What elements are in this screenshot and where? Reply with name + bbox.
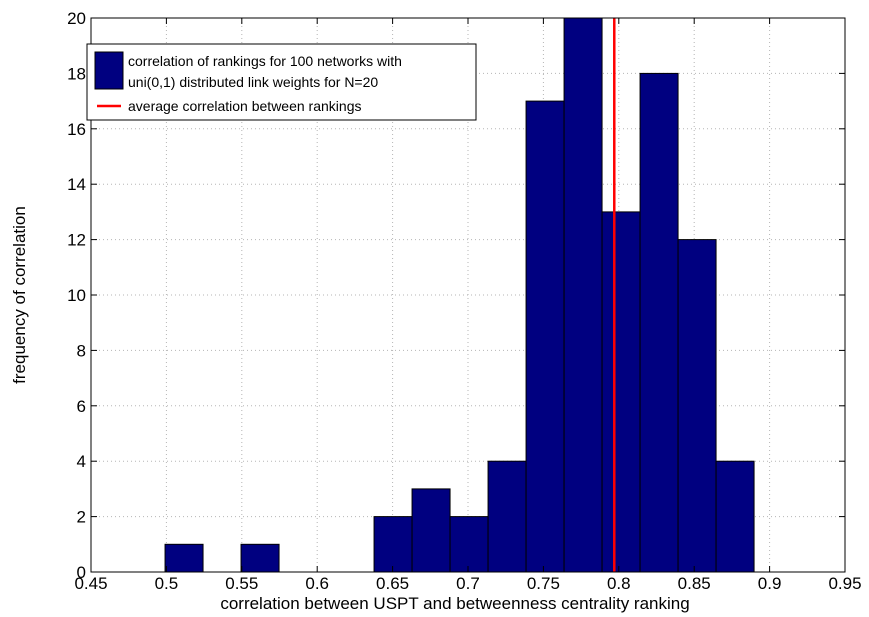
y-axis-label: frequency of correlation bbox=[10, 206, 29, 384]
histogram-bar bbox=[164, 543, 204, 573]
x-tick-label: 0.75 bbox=[527, 574, 560, 593]
legend-entry-histogram-line2: uni(0,1) distributed link weights for N=… bbox=[128, 74, 378, 90]
y-tick-label: 8 bbox=[77, 341, 86, 360]
x-tick-label: 0.45 bbox=[74, 574, 107, 593]
histogram-bar bbox=[411, 488, 451, 573]
x-tick-label: 0.55 bbox=[225, 574, 258, 593]
x-tick-label: 0.8 bbox=[607, 574, 631, 593]
x-tick-label: 0.7 bbox=[456, 574, 480, 593]
y-tick-label: 12 bbox=[67, 231, 86, 250]
y-tick-label: 16 bbox=[67, 120, 86, 139]
histogram-bar bbox=[525, 100, 565, 573]
x-tick-label: 0.65 bbox=[376, 574, 409, 593]
x-axis-label: correlation between USPT and betweenness… bbox=[220, 594, 689, 613]
legend-box bbox=[86, 43, 477, 121]
legend: correlation of rankings for 100 networks… bbox=[86, 43, 477, 121]
x-tick-label: 0.95 bbox=[828, 574, 861, 593]
histogram-bars bbox=[164, 17, 755, 573]
axis-ticks: 0.45 0.5 0.55 0.6 0.65 0.7 0.75 0.8 0.85 0.9 0.95 0… bbox=[67, 9, 861, 593]
y-tick-label: 20 bbox=[67, 9, 86, 28]
histogram-bar bbox=[677, 239, 717, 573]
y-tick-label: 14 bbox=[67, 175, 86, 194]
histogram-bar bbox=[487, 460, 527, 573]
histogram-bar bbox=[563, 17, 603, 573]
legend-swatch-histogram bbox=[94, 51, 124, 90]
y-tick-label: 18 bbox=[67, 64, 86, 83]
x-tick-label: 0.9 bbox=[758, 574, 782, 593]
histogram-bar bbox=[449, 516, 489, 573]
y-tick-label: 0 bbox=[77, 563, 86, 582]
histogram-bar bbox=[639, 72, 679, 573]
x-tick-label: 0.6 bbox=[305, 574, 329, 593]
y-tick-label: 6 bbox=[77, 397, 86, 416]
histogram-bar bbox=[601, 211, 641, 573]
y-tick-label: 4 bbox=[77, 452, 86, 471]
histogram-bar bbox=[373, 516, 413, 573]
y-tick-label: 2 bbox=[77, 508, 86, 527]
histogram-bar bbox=[715, 460, 755, 573]
x-tick-label: 0.85 bbox=[678, 574, 711, 593]
y-tick-label: 10 bbox=[67, 286, 86, 305]
legend-entry-histogram-line1: correlation of rankings for 100 networks… bbox=[128, 53, 402, 69]
x-tick-label: 0.5 bbox=[155, 574, 179, 593]
legend-entry-average: average correlation between rankings bbox=[128, 98, 361, 114]
histogram-bar bbox=[240, 543, 280, 573]
